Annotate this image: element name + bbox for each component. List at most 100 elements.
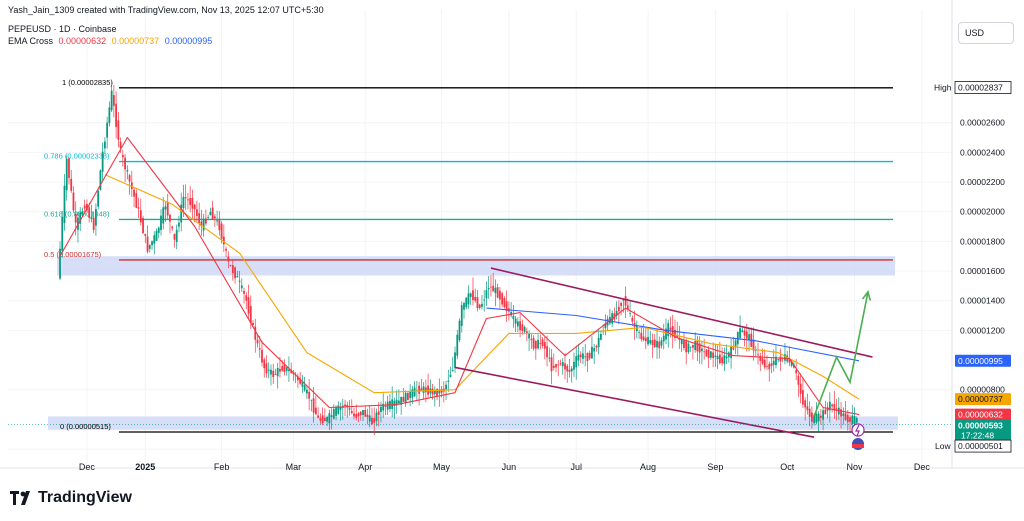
candle-body bbox=[577, 354, 580, 361]
candle-body bbox=[795, 370, 798, 374]
candle-body bbox=[386, 401, 389, 410]
ema-slow-tag[interactable]: 0.00000737 bbox=[958, 394, 1003, 404]
x-tick-label: Sep bbox=[707, 462, 723, 472]
candle-body bbox=[222, 236, 225, 245]
candle-body bbox=[815, 413, 818, 423]
ema-long-tag[interactable]: 0.00000995 bbox=[958, 356, 1003, 366]
candle-body bbox=[108, 107, 111, 124]
symbol-title[interactable]: PEPEUSD · 1D · Coinbase bbox=[8, 24, 117, 34]
candle-body bbox=[294, 375, 297, 377]
candle-body bbox=[757, 354, 759, 356]
candle-body bbox=[413, 387, 416, 397]
candle-body bbox=[528, 333, 530, 339]
candle-body bbox=[748, 334, 750, 340]
candle-body bbox=[346, 404, 349, 408]
event-lightning-icon[interactable] bbox=[851, 423, 865, 437]
tradingview-brand[interactable]: TradingView bbox=[10, 489, 132, 507]
candle-body bbox=[579, 354, 582, 358]
candle-body bbox=[166, 202, 169, 216]
candle-body bbox=[391, 399, 394, 409]
candle-body bbox=[557, 364, 560, 366]
candle-body bbox=[301, 381, 304, 387]
candle-body bbox=[314, 407, 317, 415]
candle-body bbox=[189, 198, 192, 205]
candle-body bbox=[543, 342, 546, 349]
candle-body bbox=[175, 229, 178, 242]
candle-body bbox=[305, 389, 308, 394]
candle-body bbox=[393, 400, 396, 407]
candle-body bbox=[451, 370, 454, 371]
candle-body bbox=[658, 341, 661, 349]
ema-long-line bbox=[486, 307, 860, 362]
low-value[interactable]: 0.00000501 bbox=[958, 441, 1003, 451]
candle-body bbox=[552, 365, 555, 368]
candle-body bbox=[855, 417, 858, 423]
candle-body bbox=[669, 327, 672, 330]
channel-upper-line bbox=[490, 267, 873, 358]
candle-body bbox=[86, 203, 88, 211]
time-axis[interactable]: Dec 2025 Feb Mar Apr May Jun Jul Aug Sep Oct Nov Dec bbox=[0, 462, 1024, 472]
candle-body bbox=[191, 198, 194, 209]
candle-body bbox=[716, 356, 719, 360]
candle-body bbox=[283, 364, 286, 373]
candle-body bbox=[617, 306, 620, 311]
candle-body bbox=[398, 400, 400, 404]
candle-body bbox=[698, 343, 701, 353]
candle-body bbox=[128, 175, 131, 182]
ema-slow-value: 0.00000737 bbox=[111, 36, 160, 46]
candle-body bbox=[270, 369, 272, 375]
candle-body bbox=[187, 199, 189, 201]
candle-body bbox=[626, 305, 629, 310]
candle-body bbox=[377, 411, 380, 415]
candle-body bbox=[133, 189, 135, 197]
candle-body bbox=[689, 346, 692, 348]
low-value-bg bbox=[954, 439, 1012, 453]
candle-body bbox=[204, 218, 207, 224]
y-tick-label: 0.00001200 bbox=[960, 325, 1005, 335]
low-label: Low bbox=[935, 441, 951, 451]
candle-body bbox=[692, 344, 694, 348]
candle-body bbox=[718, 354, 721, 364]
indicator-legend[interactable]: EMA Cross 0.00000632 0.00000737 0.000009… bbox=[8, 36, 212, 46]
candle-body bbox=[566, 365, 569, 372]
candle-body bbox=[312, 398, 315, 413]
candle-body bbox=[121, 154, 124, 158]
candle-body bbox=[274, 373, 277, 375]
candle-body bbox=[211, 207, 214, 220]
bar-countdown: 17:22:48 bbox=[961, 430, 994, 440]
y-tick-label: 0.00000800 bbox=[960, 385, 1005, 395]
candle-body bbox=[714, 355, 717, 357]
candle-body bbox=[481, 303, 483, 307]
candle-body bbox=[806, 406, 809, 411]
candle-body bbox=[772, 360, 775, 365]
candle-body bbox=[586, 352, 589, 361]
candle-body bbox=[478, 304, 481, 308]
candle-body bbox=[173, 233, 176, 240]
candle-body bbox=[707, 349, 710, 359]
high-value[interactable]: 0.00002837 bbox=[958, 83, 1003, 93]
candle-body bbox=[285, 367, 288, 371]
candle-body bbox=[499, 290, 501, 300]
candle-body bbox=[130, 182, 133, 190]
candle-body bbox=[835, 408, 838, 410]
candle-body bbox=[227, 256, 230, 262]
candle-body bbox=[709, 351, 712, 358]
candle-body bbox=[732, 347, 735, 350]
candle-body bbox=[564, 363, 566, 370]
candle-body bbox=[61, 216, 64, 252]
currency-selector[interactable]: USD bbox=[958, 22, 1014, 44]
candle-body bbox=[422, 386, 425, 394]
ema-fast-tag[interactable]: 0.00000632 bbox=[958, 410, 1003, 420]
candle-body bbox=[600, 333, 602, 340]
candle-body bbox=[490, 286, 492, 288]
candle-body bbox=[752, 339, 755, 351]
candle-body bbox=[674, 329, 676, 338]
last-price-value[interactable]: 0.00000593 bbox=[958, 420, 1003, 430]
candle-body bbox=[81, 211, 84, 214]
candle-body bbox=[734, 340, 737, 347]
fib-level-label: 0.786 (0.00002338) bbox=[44, 152, 110, 161]
candle-body bbox=[182, 196, 185, 209]
candle-body bbox=[103, 141, 106, 149]
price-axis[interactable]: 0.00002600 0.00002400 0.00002200 0.00002000… bbox=[8, 0, 1012, 468]
